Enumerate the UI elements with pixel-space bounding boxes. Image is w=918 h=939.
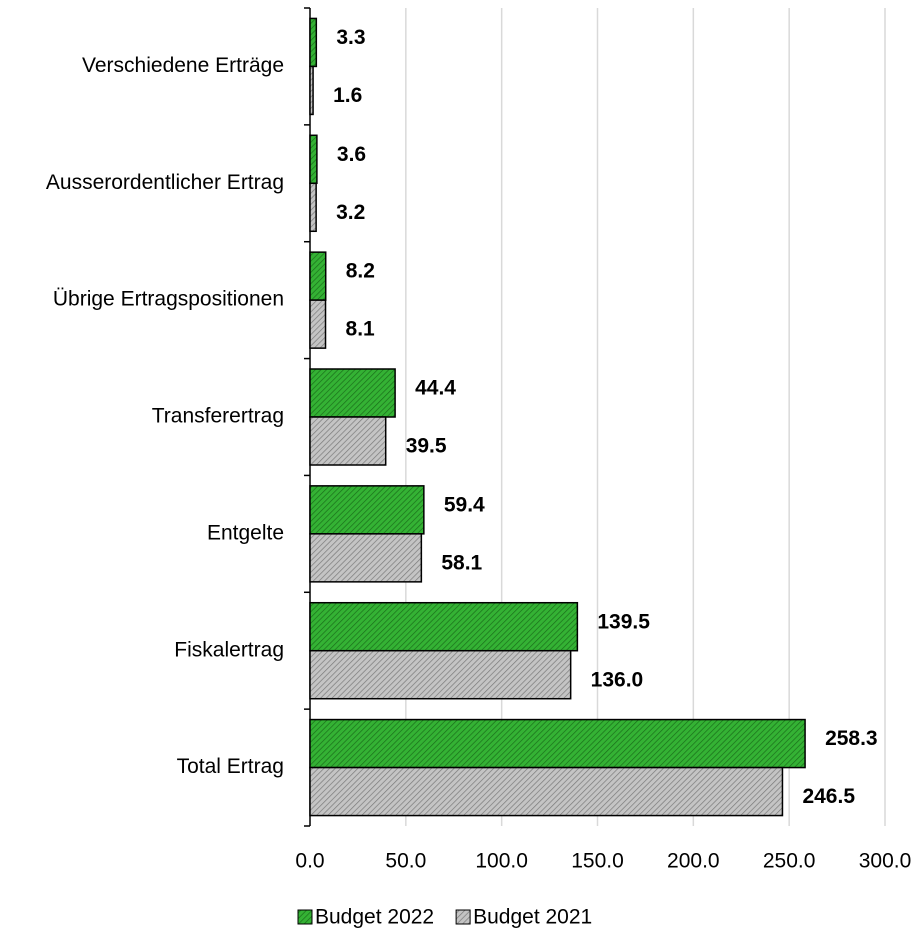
bar (309, 65, 314, 116)
value-label: 246.5 (802, 785, 855, 808)
y-tick-label: Total Ertrag (177, 755, 284, 778)
x-tick-label: 250.0 (763, 850, 816, 873)
value-label: 3.3 (336, 26, 365, 49)
value-label: 59.4 (444, 493, 485, 516)
bar (309, 251, 327, 301)
bar (309, 368, 396, 418)
value-label: 3.6 (337, 143, 366, 166)
y-tick-label: Fiskalertrag (174, 638, 284, 661)
bar (309, 649, 572, 700)
y-tick-label: Ausserordentlicher Ertrag (46, 171, 284, 194)
bar (309, 416, 387, 466)
x-tick-label: 150.0 (571, 850, 624, 873)
x-tick-label: 0.0 (295, 850, 324, 873)
value-label: 258.3 (825, 727, 878, 750)
value-label: 8.2 (346, 260, 375, 283)
bar (309, 17, 318, 68)
legend-label: Budget 2022 (315, 906, 434, 929)
value-label: 58.1 (441, 551, 482, 574)
value-label: 44.4 (415, 377, 456, 400)
legend-label: Budget 2021 (473, 906, 592, 929)
bar (309, 134, 318, 185)
value-label: 8.1 (346, 318, 376, 341)
x-tick-label: 300.0 (859, 850, 912, 873)
y-tick-label: Verschiedene Erträge (82, 54, 284, 77)
value-label: 39.5 (406, 435, 447, 458)
bar (309, 766, 784, 817)
bar (309, 182, 317, 233)
y-tick-label: Entgelte (207, 521, 284, 544)
bar (309, 533, 423, 583)
value-label: 139.5 (597, 610, 650, 633)
legend-swatch (455, 909, 471, 925)
y-tick-label: Transferertrag (152, 405, 284, 428)
y-tick-label: Übrige Ertragspositionen (53, 288, 284, 311)
bar (309, 601, 579, 652)
x-tick-label: 200.0 (667, 850, 720, 873)
x-tick-label: 50.0 (385, 850, 426, 873)
bar (309, 299, 327, 349)
bar (309, 485, 425, 535)
x-tick-label: 100.0 (475, 850, 528, 873)
bar (309, 718, 806, 769)
legend-swatch (297, 909, 313, 925)
value-label: 1.6 (333, 84, 362, 107)
value-label: 136.0 (591, 668, 644, 691)
value-label: 3.2 (336, 201, 365, 224)
